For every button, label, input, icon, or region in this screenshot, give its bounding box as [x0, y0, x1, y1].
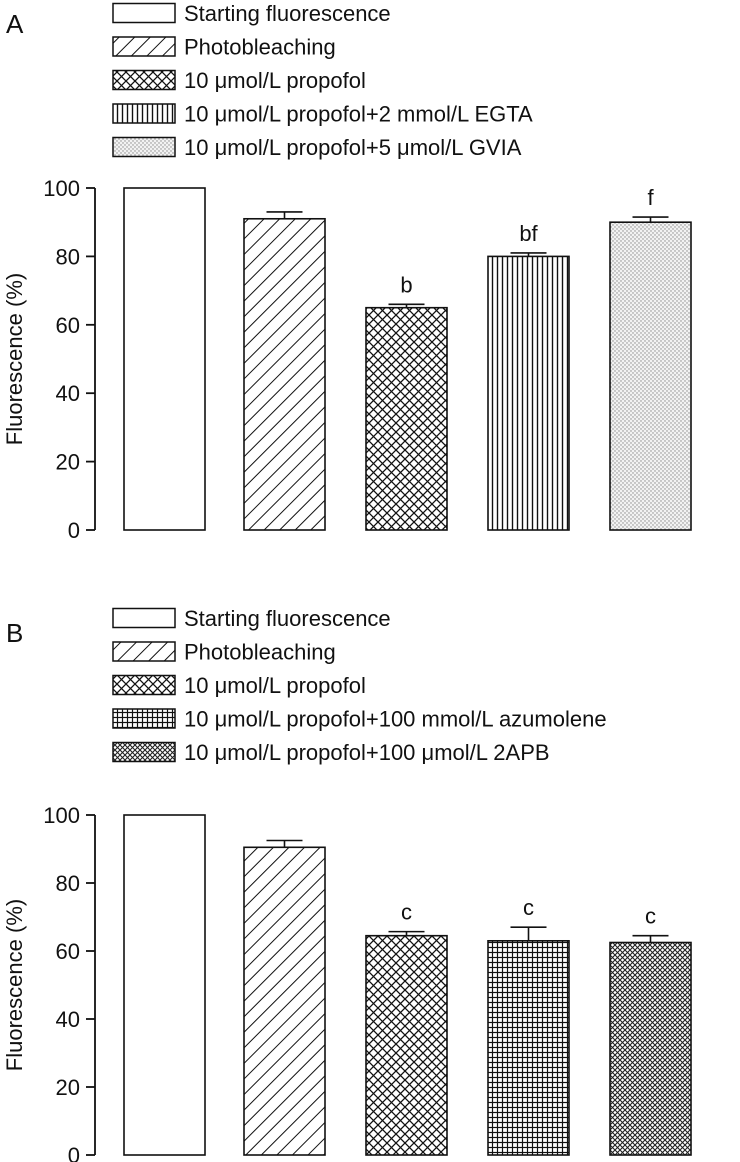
y-tick-label: 0 [68, 1143, 80, 1162]
panel-label: B [6, 618, 23, 648]
bar [123, 814, 206, 1156]
legend: Starting fluorescence Photobleaching 10 μm… [112, 606, 607, 765]
legend-swatch [112, 674, 176, 696]
bar [609, 941, 692, 1156]
y-tick-label: 80 [56, 244, 80, 269]
significance-label: c [645, 904, 656, 929]
legend-entry: 10 μmol/L propofol [184, 68, 366, 93]
legend-entry: Starting fluorescence [184, 606, 391, 631]
legend-swatch [112, 69, 176, 91]
legend-swatch [112, 607, 176, 629]
legend-swatch [112, 103, 176, 124]
legend-entry: Starting fluorescence [184, 1, 391, 26]
y-axis-label: Fluorescence (%) [2, 273, 27, 445]
y-tick-label: 40 [56, 381, 80, 406]
bar [365, 934, 448, 1156]
bar [487, 255, 570, 531]
legend-swatch [112, 741, 176, 763]
y-tick-label: 0 [68, 518, 80, 543]
bar [243, 217, 326, 531]
legend-swatch [112, 2, 176, 24]
bar [487, 939, 570, 1156]
legend-entry: 10 μmol/L propofol [184, 673, 366, 698]
bar [123, 187, 206, 531]
y-tick-label: 80 [56, 871, 80, 896]
y-tick-label: 20 [56, 1075, 80, 1100]
legend-entry: 10 μmol/L propofol+2 mmol/L EGTA [184, 102, 533, 127]
legend-entry: 10 μmol/L propofol+100 mmol/L azumolene [184, 707, 607, 732]
legend-entry: 10 μmol/L propofol+5 μmol/L GVIA [184, 135, 522, 160]
bar [365, 306, 448, 531]
legend-entry: 10 μmol/L propofol+100 μmol/L 2APB [184, 740, 550, 765]
significance-label: b [400, 272, 412, 297]
panel-b: B Starting fluorescence Photobleaching 10 μ… [2, 606, 692, 1162]
y-tick-label: 100 [43, 803, 80, 828]
legend-swatch [112, 136, 176, 158]
y-tick-label: 100 [43, 176, 80, 201]
legend-swatch [112, 708, 176, 729]
significance-label: bf [519, 221, 538, 246]
significance-label: c [401, 900, 412, 925]
legend-entry: Photobleaching [184, 640, 336, 665]
y-tick-label: 20 [56, 450, 80, 475]
y-tick-label: 60 [56, 939, 80, 964]
significance-label: f [647, 185, 654, 210]
legend-swatch [112, 641, 176, 662]
panel-label: A [6, 9, 24, 39]
bar [243, 846, 326, 1156]
significance-label: c [523, 895, 534, 920]
legend-entry: Photobleaching [184, 35, 336, 60]
y-axis-label: Fluorescence (%) [2, 899, 27, 1071]
legend: Starting fluorescence Photobleaching 10 μm… [112, 1, 533, 160]
bar [609, 221, 692, 531]
panel-a: A Starting fluorescence Photobleaching 10 μ… [2, 1, 692, 543]
y-tick-label: 40 [56, 1007, 80, 1032]
y-tick-label: 60 [56, 313, 80, 338]
legend-swatch [112, 36, 176, 57]
